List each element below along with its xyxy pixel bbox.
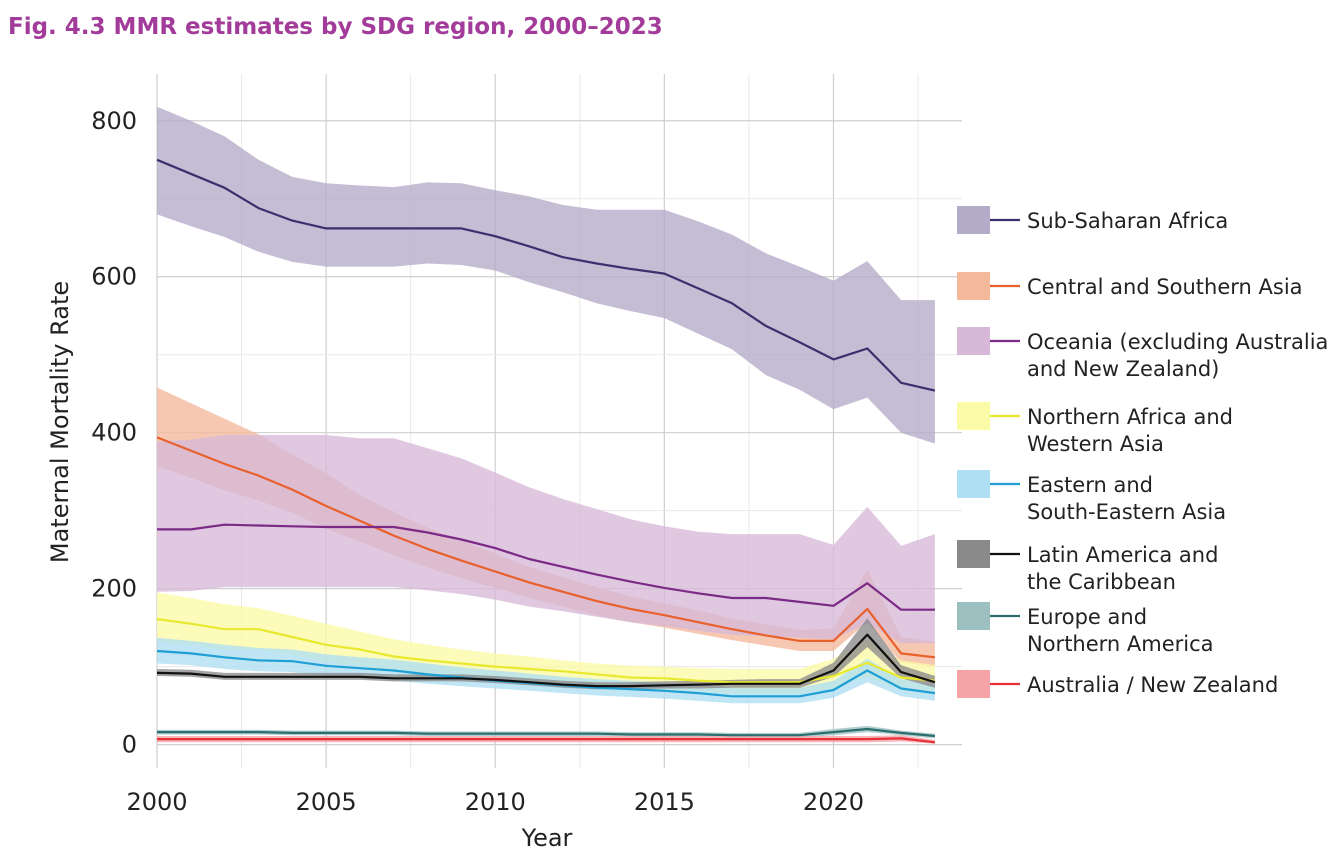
y-tick-label: 200 [91, 575, 137, 603]
y-tick-label: 600 [91, 263, 137, 291]
legend-swatch [957, 470, 990, 498]
series-lines [156, 158, 936, 744]
line-series-6 [157, 727, 936, 738]
x-tick-label: 2000 [126, 788, 187, 816]
legend-swatch [957, 327, 990, 355]
legend: Sub-Saharan Africa Central and Southern A… [957, 206, 1328, 698]
confidence-bands [157, 106, 935, 744]
legend-label: the Caribbean [1027, 570, 1176, 594]
x-tick-label: 2020 [803, 788, 864, 816]
y-tick-label: 0 [122, 731, 137, 759]
legend-label: Eastern and [1027, 473, 1153, 497]
x-axis-ticks: 2000 2005 2010 2015 2020 [126, 788, 864, 816]
line-series-5 [156, 633, 936, 688]
y-tick-label: 800 [91, 107, 137, 135]
band-series-4 [157, 637, 935, 704]
legend-label: Australia / New Zealand [1027, 673, 1278, 697]
legend-label: Sub-Saharan Africa [1027, 209, 1228, 233]
x-tick-label: 2005 [296, 788, 357, 816]
figure-title: Fig. 4.3 MMR estimates by SDG region, 20… [8, 14, 663, 40]
y-tick-label: 400 [91, 419, 137, 447]
legend-label: Europe and [1027, 605, 1147, 629]
y-axis-label: Maternal Mortality Rate [46, 281, 74, 563]
legend-swatch [957, 540, 990, 568]
band-series-3 [157, 592, 935, 694]
legend-swatch [957, 206, 990, 234]
legend-label: South-Eastern Asia [1027, 500, 1226, 524]
y-axis-ticks: 0 200 400 600 800 [91, 107, 137, 759]
legend-swatch [957, 670, 990, 698]
line-series-2 [157, 523, 935, 611]
legend-label: Northern America [1027, 632, 1214, 656]
line-series-0 [156, 158, 936, 392]
line-series-1 [156, 436, 936, 659]
legend-swatch [957, 402, 990, 430]
x-tick-label: 2010 [465, 788, 526, 816]
legend-label: Oceania (excluding Australia [1027, 330, 1328, 354]
band-series-2 [157, 435, 935, 644]
legend-label: and New Zealand) [1027, 357, 1219, 381]
band-series-0 [157, 106, 935, 444]
legend-label: Central and Southern Asia [1027, 275, 1303, 299]
legend-label: Northern Africa and [1027, 405, 1233, 429]
legend-swatch [957, 602, 990, 630]
legend-swatch [957, 272, 990, 300]
x-axis-label: Year [521, 824, 573, 852]
line-series-7 [157, 737, 936, 744]
legend-label: Western Asia [1027, 432, 1164, 456]
legend-label: Latin America and [1027, 543, 1218, 567]
x-tick-label: 2015 [634, 788, 695, 816]
